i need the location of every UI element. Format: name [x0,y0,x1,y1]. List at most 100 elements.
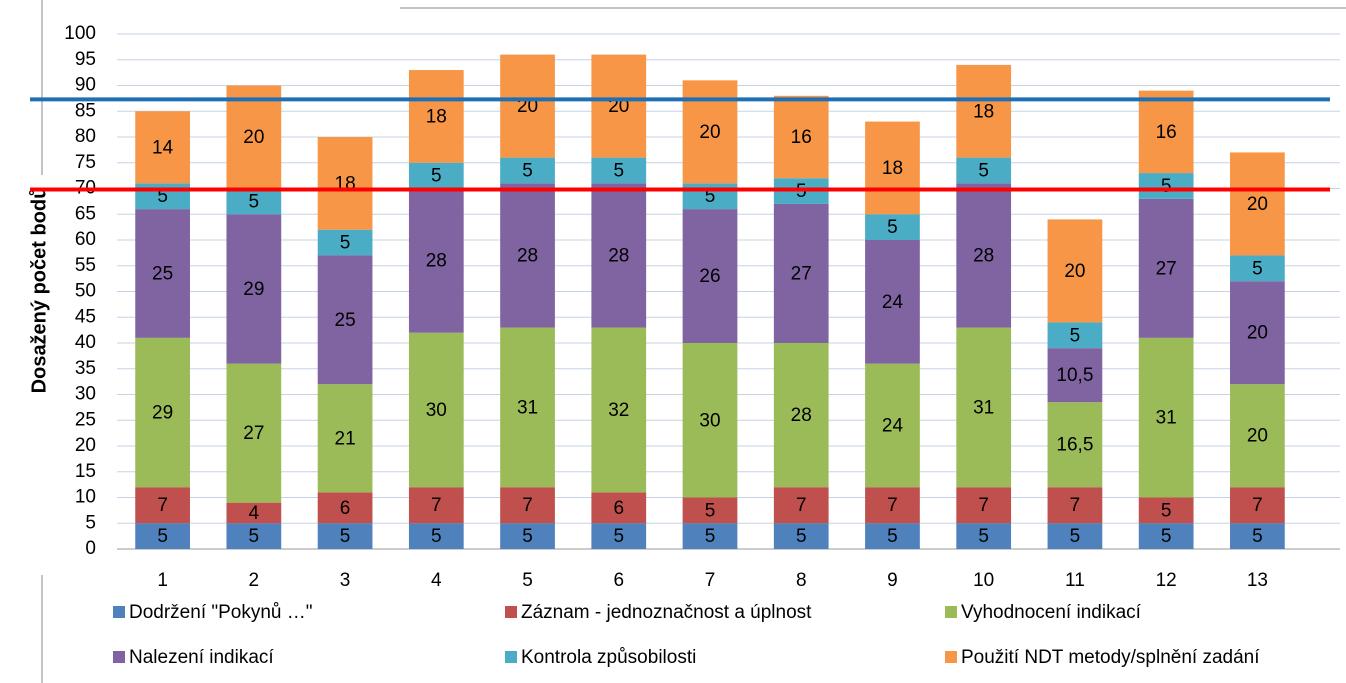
bar-segment [591,183,647,328]
bar-segment [1230,487,1285,524]
x-tick-label: 6 [613,570,624,591]
legend-swatch [945,651,957,663]
data-label: 5 [431,166,442,187]
data-label: 5 [705,500,716,521]
data-label: 6 [613,498,624,519]
legend-swatch [113,606,125,618]
data-label: 5 [613,526,624,547]
bar-segment [865,487,920,524]
data-label: 20 [1247,426,1268,447]
bar-segment [226,363,282,503]
bar-segment [1047,523,1103,549]
x-tick-label: 4 [431,570,442,591]
bar-segment [317,229,373,256]
bar-segment [956,183,1012,328]
data-label: 7 [522,495,533,516]
bar-segment [1230,384,1285,488]
data-label: 24 [882,292,904,313]
bar-segment [956,327,1012,488]
data-label: 7 [1070,495,1081,516]
data-label: 20 [1247,323,1268,344]
data-label: 24 [882,415,904,436]
bar-segment [591,492,647,524]
bar-segment [1138,90,1194,174]
data-label: 7 [1252,495,1263,516]
x-tick-label: 13 [1247,570,1268,591]
bar-segment [226,85,282,189]
y-tick-label: 10 [75,487,96,508]
data-label: 25 [335,310,356,331]
data-label: 29 [243,279,264,300]
data-label: 20 [1064,261,1085,282]
data-label: 29 [152,403,173,424]
bar-segment [408,487,464,524]
data-label: 28 [426,251,447,272]
x-tick-label: 10 [973,570,994,591]
data-label: 5 [431,526,442,547]
bar-segment [135,111,190,184]
y-tick-label: 0 [85,538,96,559]
data-label: 18 [882,158,903,179]
data-label: 7 [157,495,168,516]
bar-segment [591,523,647,549]
data-label: 28 [973,245,994,266]
data-label: 5 [613,160,624,181]
x-tick-label: 2 [249,570,260,591]
bar-segment [682,497,738,524]
bar-segment [865,523,920,549]
bar-segment [773,343,829,488]
data-label: 31 [973,397,994,418]
bar-segment [500,327,555,488]
bar-segment [317,255,373,385]
bar-segment [500,54,555,158]
bar-segment [226,502,282,524]
legend-swatch [945,606,957,618]
y-tick-label: 75 [75,152,96,173]
data-label: 20 [243,127,264,148]
data-label: 27 [243,423,264,444]
data-label: 27 [1156,258,1177,279]
legend-swatch [505,651,517,663]
y-tick-label: 85 [75,100,96,121]
y-tick-label: 90 [75,75,96,96]
data-label: 7 [978,495,989,516]
legend-swatch [113,651,125,663]
bar-segment [500,523,555,549]
data-label: 5 [522,160,533,181]
x-tick-label: 9 [887,570,898,591]
y-tick-label: 20 [75,435,96,456]
data-label: 32 [608,400,629,421]
bar-segment [135,523,190,549]
data-label: 30 [426,400,447,421]
bar-segment [865,363,920,488]
data-label: 20 [1247,194,1268,215]
bar-segment [317,523,373,549]
y-tick-label: 40 [75,332,96,353]
data-label: 27 [791,263,812,284]
bar-segment [317,137,373,230]
bar-segment [773,523,829,549]
bar-segment [773,487,829,524]
y-tick-label: 30 [75,384,96,405]
bar-segment [408,162,464,189]
bar-segment [135,337,190,488]
y-tick-label: 15 [75,461,96,482]
data-label: 5 [978,160,989,181]
bar-segment [226,214,282,364]
data-label: 18 [973,101,994,122]
y-tick-label: 25 [75,409,96,430]
data-label: 10,5 [1056,365,1093,386]
bar-segment [1138,337,1194,498]
y-axis-label: Dosažený počet bodů [28,187,50,394]
bar-segment [956,523,1012,549]
data-label: 5 [522,526,533,547]
bar-segment [1138,198,1194,338]
data-label: 5 [1252,526,1263,547]
bar-segment [408,332,464,488]
bar-segment [500,157,555,184]
data-label: 28 [608,245,629,266]
bar-segment [1230,281,1285,385]
bar-segment [317,384,373,493]
bar-segment [500,487,555,524]
